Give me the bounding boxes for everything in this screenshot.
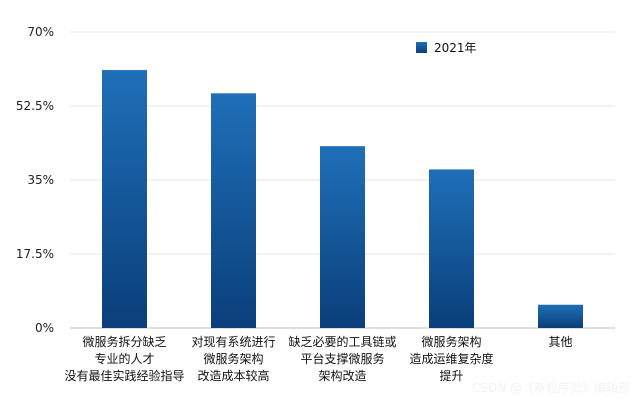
x-category-label: 对现有系统进行微服务架构改造成本较高	[191, 335, 275, 383]
y-axis-ticks: 0% 17.5% 35% 52.5% 70%	[16, 25, 54, 335]
bar	[102, 70, 147, 329]
bar	[538, 304, 583, 328]
y-tick-label: 0%	[35, 321, 54, 335]
watermark: CSDN @《新程序员》编辑部	[472, 380, 630, 395]
y-tick-label: 70%	[27, 25, 54, 39]
x-category-label: 其他	[548, 335, 572, 349]
legend-label: 2021年	[434, 41, 477, 55]
bar	[211, 93, 256, 328]
bars	[102, 70, 583, 329]
x-category-label: 缺乏必要的工具链或平台支撑微服务架构改造	[288, 334, 396, 383]
y-tick-label: 17.5%	[16, 247, 54, 261]
bar	[320, 146, 365, 328]
x-category-label: 微服务拆分缺乏专业的人才没有最佳实践经验指导	[64, 334, 184, 383]
x-category-label: 微服务架构造成运维复杂度提升	[409, 334, 493, 383]
y-tick-label: 52.5%	[16, 99, 54, 113]
x-axis-categories: 微服务拆分缺乏专业的人才没有最佳实践经验指导对现有系统进行微服务架构改造成本较高…	[64, 334, 572, 383]
legend: 2021年	[416, 41, 477, 55]
y-tick-label: 35%	[27, 173, 54, 187]
legend-swatch	[416, 42, 427, 53]
bar	[429, 169, 474, 328]
